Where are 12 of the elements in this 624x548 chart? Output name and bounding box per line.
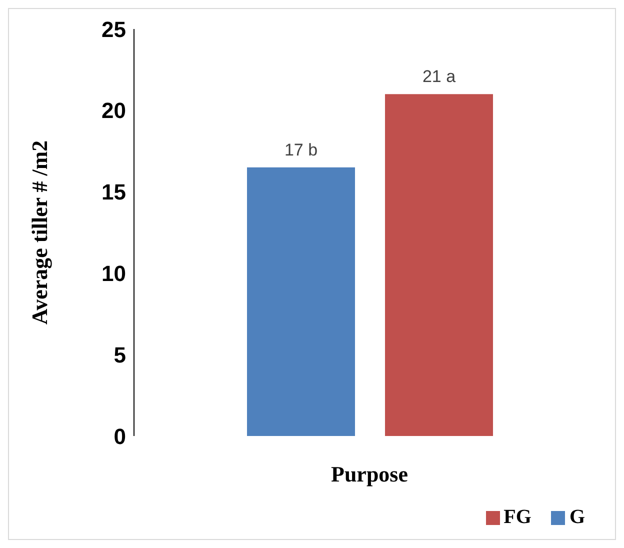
y-tick-label: 0: [114, 424, 126, 449]
data-label: 21 a: [422, 67, 456, 86]
y-tick-label: 5: [114, 342, 126, 368]
y-tick-label: 25: [102, 16, 126, 42]
x-axis-title: Purpose: [331, 462, 408, 487]
legend-label: FG: [504, 506, 532, 528]
data-label: 17 b: [284, 140, 318, 160]
y-tick-label: 10: [102, 261, 126, 286]
y-tick-label: 15: [102, 180, 126, 205]
y-axis-title: Average tiller # /m2: [26, 140, 52, 325]
y-tick-label: 20: [102, 98, 126, 124]
legend-label: G: [569, 506, 585, 528]
